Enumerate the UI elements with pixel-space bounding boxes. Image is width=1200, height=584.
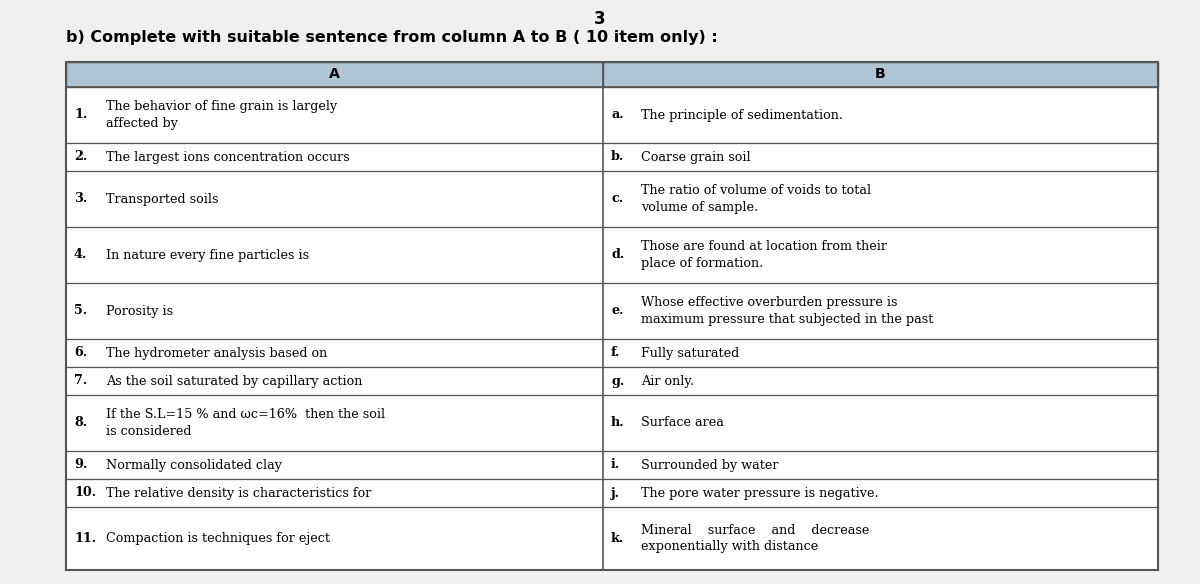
Text: 4.: 4. [74, 249, 88, 262]
Text: If the S.L=15 % and ωc=16%  then the soil
is considered: If the S.L=15 % and ωc=16% then the soil… [106, 408, 385, 438]
Bar [604, 62, 1158, 87]
Text: 5.: 5. [74, 304, 88, 318]
Text: Mineral    surface    and    decrease
exponentially with distance: Mineral surface and decrease exponential… [641, 524, 869, 553]
Text: e.: e. [611, 304, 624, 318]
Text: The hydrometer analysis based on: The hydrometer analysis based on [106, 346, 328, 360]
Text: The largest ions concentration occurs: The largest ions concentration occurs [106, 151, 349, 164]
Text: Coarse grain soil: Coarse grain soil [641, 151, 751, 164]
Text: B: B [875, 68, 886, 82]
Text: A: A [329, 68, 340, 82]
Bar [66, 62, 1158, 570]
Text: Whose effective overburden pressure is
maximum pressure that subjected in the pa: Whose effective overburden pressure is m… [641, 296, 934, 326]
Text: 8.: 8. [74, 416, 88, 429]
Text: 10.: 10. [74, 486, 96, 499]
Text: j.: j. [611, 486, 620, 499]
Text: d.: d. [611, 249, 624, 262]
Text: a.: a. [611, 109, 624, 121]
Text: Surface area: Surface area [641, 416, 724, 429]
Text: h.: h. [611, 416, 625, 429]
Text: In nature every fine particles is: In nature every fine particles is [106, 249, 310, 262]
Text: b) Complete with suitable sentence from column A to B ( 10 item only) :: b) Complete with suitable sentence from … [66, 30, 718, 45]
Text: f.: f. [611, 346, 620, 360]
Bar [66, 62, 1158, 570]
Text: Air only.: Air only. [641, 374, 694, 388]
Text: i.: i. [611, 458, 620, 471]
Text: Porosity is: Porosity is [106, 304, 173, 318]
Text: The behavior of fine grain is largely
affected by: The behavior of fine grain is largely af… [106, 100, 337, 130]
Text: Normally consolidated clay: Normally consolidated clay [106, 458, 282, 471]
Text: 11.: 11. [74, 532, 96, 545]
Text: b.: b. [611, 151, 624, 164]
Text: Transported soils: Transported soils [106, 193, 218, 206]
Text: Fully saturated: Fully saturated [641, 346, 739, 360]
Text: 6.: 6. [74, 346, 88, 360]
Text: 9.: 9. [74, 458, 88, 471]
Text: The ratio of volume of voids to total
volume of sample.: The ratio of volume of voids to total vo… [641, 184, 871, 214]
Text: g.: g. [611, 374, 624, 388]
Text: 7.: 7. [74, 374, 88, 388]
Text: 1.: 1. [74, 109, 88, 121]
Text: Compaction is techniques for eject: Compaction is techniques for eject [106, 532, 330, 545]
Text: k.: k. [611, 532, 624, 545]
Text: The pore water pressure is negative.: The pore water pressure is negative. [641, 486, 878, 499]
Text: 3: 3 [594, 10, 606, 28]
Text: The principle of sedimentation.: The principle of sedimentation. [641, 109, 842, 121]
Text: c.: c. [611, 193, 623, 206]
Text: Those are found at location from their
place of formation.: Those are found at location from their p… [641, 240, 887, 270]
Text: The relative density is characteristics for: The relative density is characteristics … [106, 486, 371, 499]
Bar [66, 62, 604, 87]
Text: Surrounded by water: Surrounded by water [641, 458, 779, 471]
Text: As the soil saturated by capillary action: As the soil saturated by capillary actio… [106, 374, 362, 388]
Text: 3.: 3. [74, 193, 88, 206]
Text: 2.: 2. [74, 151, 88, 164]
